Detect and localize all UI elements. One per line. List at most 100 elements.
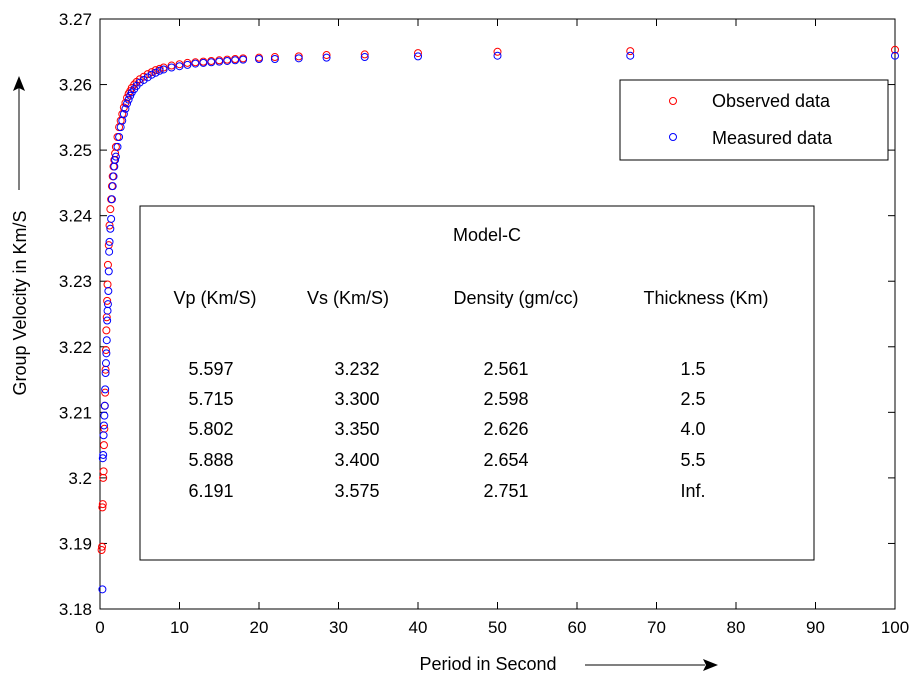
data-point (98, 500, 107, 509)
data-point (103, 296, 112, 305)
data-point (223, 56, 232, 65)
data-point (322, 53, 331, 62)
data-point (99, 450, 108, 459)
table-cell: 3.300 (334, 389, 379, 409)
data-point (124, 95, 133, 104)
table-cell: 3.575 (334, 481, 379, 501)
data-point (102, 326, 111, 335)
table-cell: 3.232 (334, 359, 379, 379)
y-tick-label: 3.25 (59, 141, 92, 160)
model-table: Model-C Vp (Km/S) Vs (Km/S) Density (gm/… (139, 205, 815, 561)
data-point (360, 53, 369, 62)
table-header-vp: Vp (Km/S) (173, 288, 256, 308)
data-point (239, 55, 248, 64)
x-tick-label: 10 (170, 618, 189, 637)
data-point (891, 51, 899, 60)
data-point (100, 411, 109, 420)
data-point (121, 104, 130, 113)
table-cell: Inf. (680, 481, 705, 501)
y-tick-label: 3.27 (59, 10, 92, 29)
data-point (103, 316, 112, 325)
data-point (100, 401, 109, 410)
data-point (143, 70, 152, 79)
data-point (215, 57, 224, 66)
x-axis-label: Period in Second (419, 654, 556, 674)
data-point (159, 65, 168, 74)
data-point (97, 542, 106, 551)
table-cell: 3.350 (334, 419, 379, 439)
data-point (167, 63, 176, 72)
table-header-thickness: Thickness (Km) (643, 288, 768, 308)
data-point (101, 369, 110, 377)
data-points (97, 45, 899, 594)
table-cell: 6.191 (188, 481, 233, 501)
x-tick-label: 70 (647, 618, 666, 637)
data-point (155, 66, 164, 75)
data-point (294, 52, 303, 61)
table-cell: 2.561 (483, 359, 528, 379)
legend-box (619, 79, 889, 161)
table-cell: 2.626 (483, 419, 528, 439)
legend-label-measured: Measured data (712, 128, 833, 148)
data-point (175, 60, 184, 69)
series-measured (98, 51, 899, 594)
data-point (135, 75, 144, 84)
legend-label-observed: Observed data (712, 91, 831, 111)
data-point (123, 99, 132, 108)
data-point (207, 58, 216, 67)
y-tick-label: 3.21 (59, 403, 92, 422)
table-cell: 5.715 (188, 389, 233, 409)
data-point (107, 214, 116, 223)
data-point (139, 72, 148, 81)
data-point (99, 431, 108, 440)
data-point (101, 385, 110, 394)
data-point (255, 54, 263, 63)
data-point (167, 61, 176, 70)
table-cell: 2.654 (483, 450, 528, 470)
table-cell: 2.598 (483, 389, 528, 409)
y-tick-label: 3.22 (59, 338, 92, 357)
data-point (175, 62, 184, 71)
model-table-box (139, 205, 815, 561)
data-point (97, 546, 106, 554)
model-table-title: Model-C (453, 225, 521, 245)
data-point (147, 70, 156, 79)
legend-marker-measured (669, 133, 677, 141)
data-point (102, 349, 111, 358)
data-point (108, 182, 117, 191)
y-tick-label: 3.18 (59, 600, 92, 619)
data-point (103, 300, 112, 309)
data-point (105, 237, 114, 246)
x-tick-label: 30 (329, 618, 348, 637)
data-point (135, 78, 144, 87)
legend: Observed data Measured data (619, 79, 889, 161)
data-point (151, 66, 160, 75)
data-point (294, 54, 303, 63)
data-point (101, 388, 110, 397)
table-cell: 4.0 (680, 419, 705, 439)
data-point (109, 172, 118, 181)
data-point (891, 45, 899, 54)
x-tick-label: 80 (727, 618, 746, 637)
table-cell: 2.5 (680, 389, 705, 409)
axis-ticks (99, 18, 896, 610)
data-point (493, 47, 502, 56)
x-tick-label: 40 (409, 618, 428, 637)
data-point (183, 60, 192, 69)
data-point (106, 224, 115, 233)
y-tick-label: 3.26 (59, 76, 92, 95)
x-tick-labels: 0 10 20 30 40 50 60 70 80 90 100 (95, 618, 909, 637)
x-tick-label: 20 (250, 618, 269, 637)
y-tick-label: 3.2 (68, 469, 92, 488)
x-tick-label: 0 (95, 618, 104, 637)
data-point (360, 50, 369, 59)
data-point (143, 73, 152, 82)
data-point (322, 51, 331, 60)
data-point (99, 421, 108, 430)
data-point (119, 110, 128, 119)
table-cell: 5.597 (188, 359, 233, 379)
data-point (111, 152, 120, 161)
y-axis-arrow-icon (13, 76, 25, 190)
data-point (139, 75, 148, 84)
